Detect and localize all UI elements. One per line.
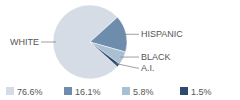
legend: 76.6% 16.1% 5.8% 1.5% <box>6 87 212 97</box>
legend-swatch <box>6 87 14 95</box>
legend-swatch <box>180 87 188 95</box>
slice-label: HISPANIC <box>141 29 183 39</box>
legend-label: 1.5% <box>191 87 212 97</box>
leader-line <box>116 64 139 68</box>
slice <box>90 42 120 67</box>
legend-swatch <box>122 87 130 95</box>
legend-label: 76.6% <box>17 87 43 97</box>
leader-line <box>123 34 139 35</box>
slice-label: A.I. <box>141 63 155 73</box>
pie <box>53 5 127 79</box>
slice-label: BLACK <box>141 52 171 62</box>
leader-line <box>41 42 56 43</box>
chart: HISPANIC BLACKA.I. WHITE 76.6% 16.1% 5.8% 1.5% <box>0 0 240 100</box>
slice-label: WHITE <box>10 37 39 47</box>
leader-line <box>120 57 139 58</box>
legend-label: 16.1% <box>75 87 101 97</box>
slice <box>90 42 126 64</box>
legend-swatch <box>64 87 72 95</box>
legend-label: 5.8% <box>133 87 154 97</box>
